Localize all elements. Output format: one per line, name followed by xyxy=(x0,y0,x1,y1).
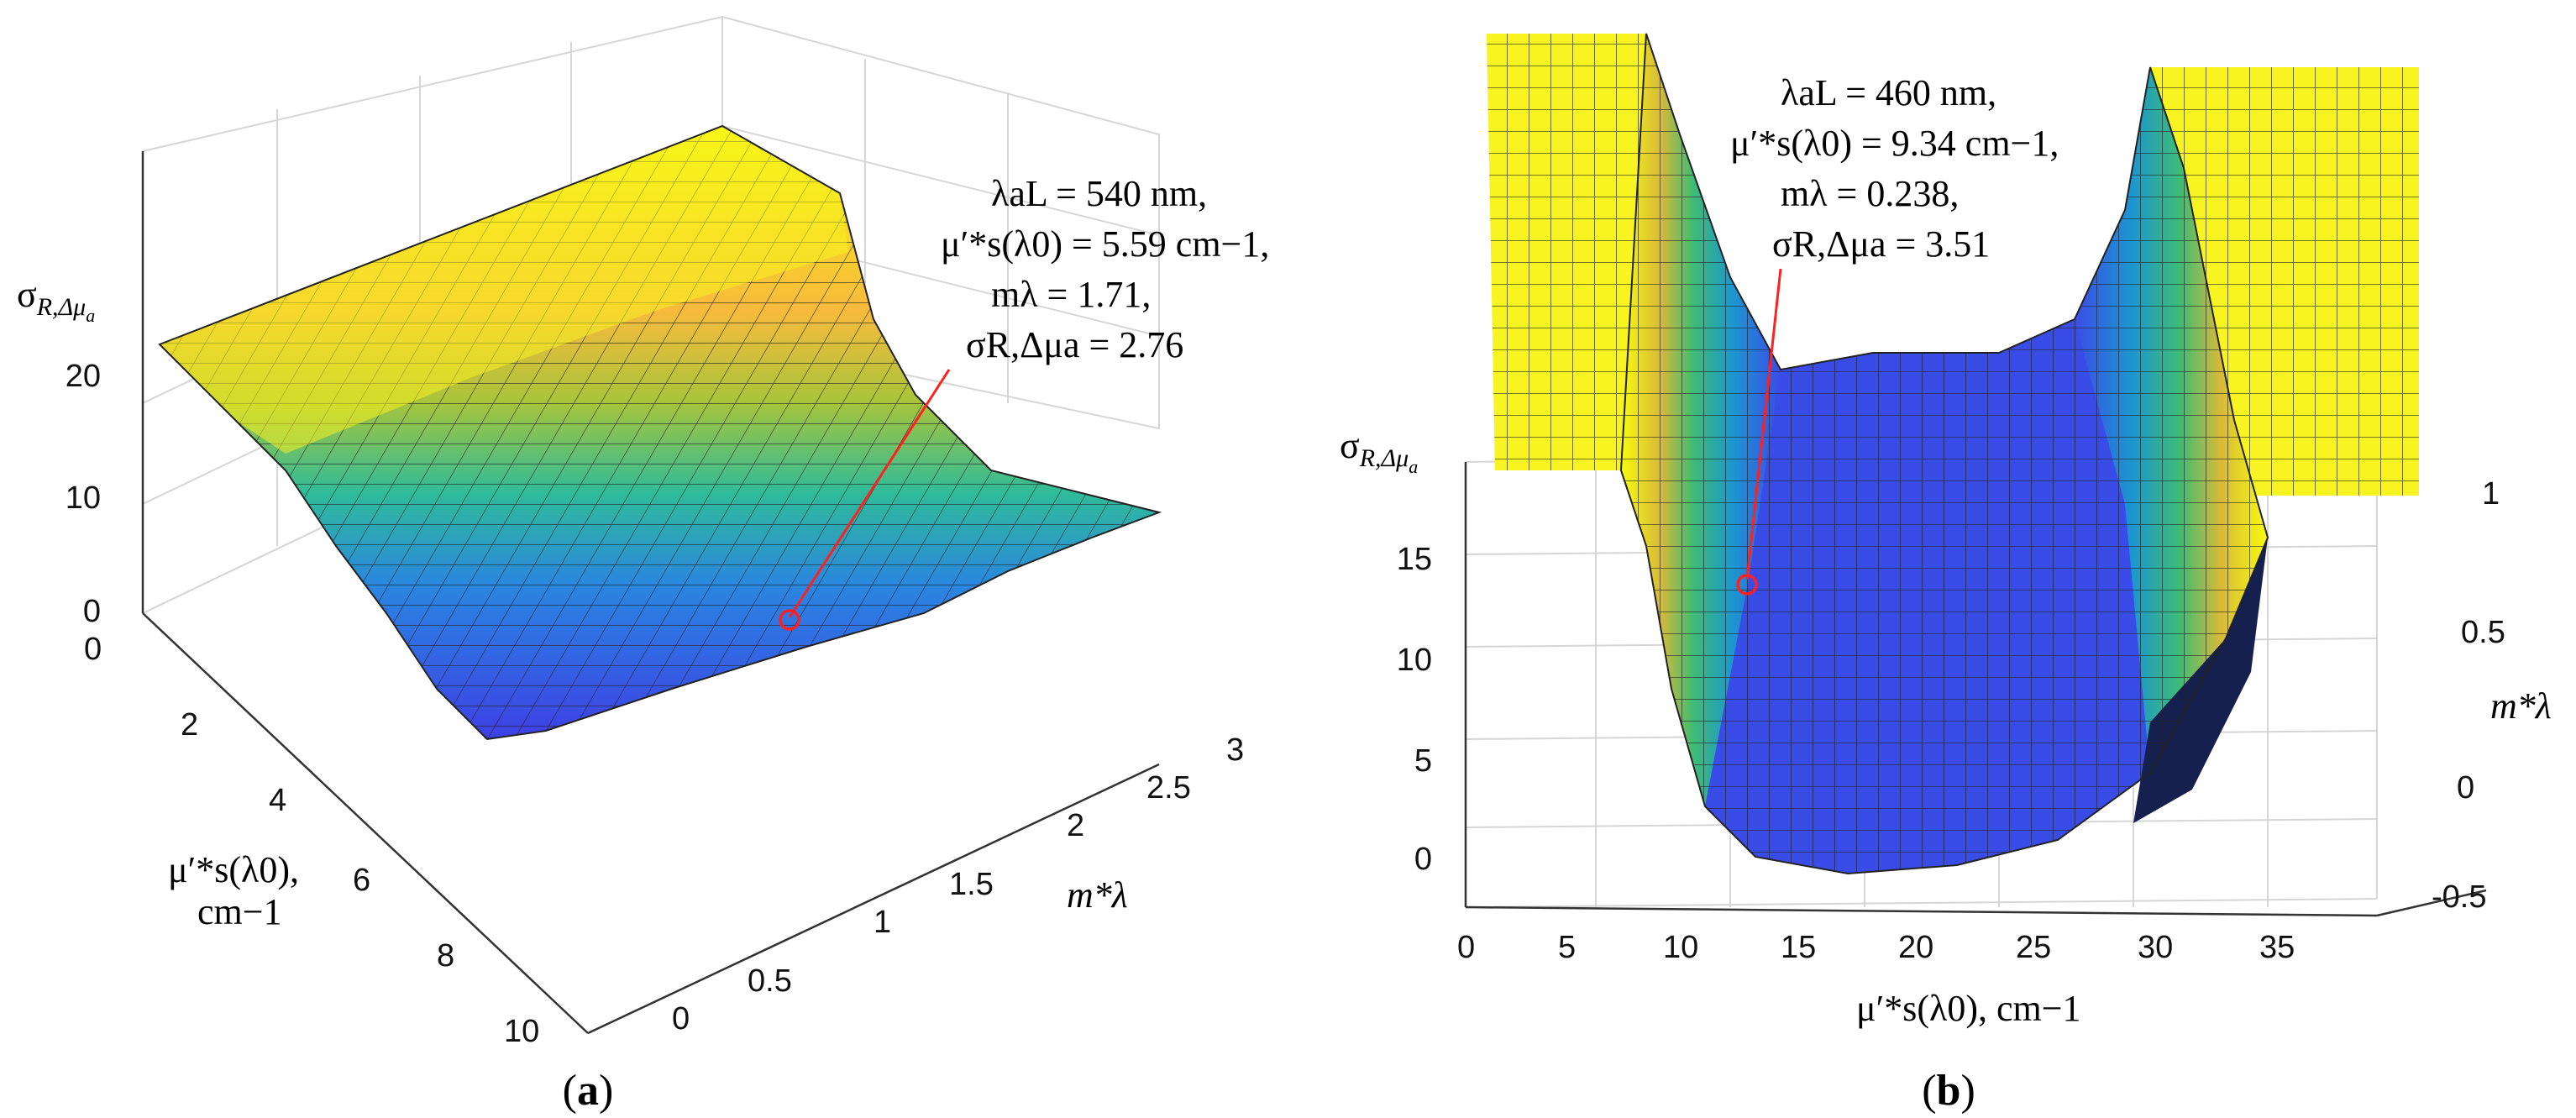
panel-b-xtick: 15 xyxy=(1781,930,1816,965)
panel-b-ytick: 0.5 xyxy=(2461,615,2505,650)
panel-a-xtick: 0 xyxy=(672,1001,690,1037)
panel-a-ytick: 4 xyxy=(269,783,286,818)
panel-b-ann-lambda: λaL = 460 nm, xyxy=(1781,72,1996,113)
panel-b-xtick: 5 xyxy=(1558,930,1576,965)
panel-b-y-ticks: -0.5 0 0.5 1 xyxy=(2432,476,2505,915)
panel-a-annotation: λaL = 540 nm, μ′*s(λ0) = 5.59 cm−1, mλ =… xyxy=(779,173,1269,631)
panel-a-xtick: 1 xyxy=(874,905,891,940)
panel-b-ztick: 10 xyxy=(1397,643,1432,678)
panel-a-xtick: 2.5 xyxy=(1146,770,1191,806)
panel-b-annotation: λaL = 460 nm, μ′*s(λ0) = 9.34 cm−1, mλ =… xyxy=(1730,72,2059,596)
panel-b-surface xyxy=(1619,33,2269,875)
panel-a-x-label: m*λ xyxy=(1067,874,1128,916)
panel-b: 0 5 10 15 σR,Δμa 0 5 10 15 20 25 30 35 μ… xyxy=(1340,33,2552,1115)
panel-a-ytick: 2 xyxy=(181,707,198,743)
panel-b-ytick: 0 xyxy=(2457,770,2474,806)
panel-b-xtick: 25 xyxy=(2016,930,2051,965)
panel-b-z-ticks: 0 5 10 15 xyxy=(1397,542,1432,877)
panel-a-z-label: σR,Δμa xyxy=(17,274,95,326)
panel-a-x-ticks: 0 0.5 1 1.5 2 2.5 3 xyxy=(672,732,1244,1037)
panel-b-y-label: m*λ xyxy=(2490,685,2552,727)
panel-a-xtick: 1.5 xyxy=(949,867,994,902)
panel-a-z-ticks: 0 10 20 xyxy=(66,359,101,629)
panel-a: 0 10 20 σR,Δμa 0 2 4 6 8 10 μ′*s(λ0), cm… xyxy=(17,15,1269,1115)
panel-a-ztick: 0 xyxy=(83,594,101,629)
panel-a-ann-mu: μ′*s(λ0) = 5.59 cm−1, xyxy=(941,223,1269,265)
panel-b-ztick: 15 xyxy=(1397,542,1432,577)
panel-a-ytick: 6 xyxy=(353,863,370,898)
panel-b-ztick: 5 xyxy=(1414,743,1432,779)
panel-b-x-ticks: 0 5 10 15 20 25 30 35 xyxy=(1457,930,2295,965)
panel-a-y-ticks: 0 2 4 6 8 10 xyxy=(84,632,539,1049)
panel-b-ann-m: mλ = 0.238, xyxy=(1781,173,1959,214)
panel-a-ztick: 20 xyxy=(66,359,101,394)
panel-a-xtick: 2 xyxy=(1067,808,1084,843)
panel-b-xtick: 10 xyxy=(1663,930,1698,965)
panel-b-z-label: σR,Δμa xyxy=(1340,425,1418,477)
panel-a-ann-lambda: λaL = 540 nm, xyxy=(991,173,1207,214)
panel-b-xtick: 20 xyxy=(1898,930,1933,965)
panel-a-ann-m: mλ = 1.71, xyxy=(991,274,1151,315)
panel-a-ytick: 8 xyxy=(437,938,454,974)
panel-b-axes xyxy=(1464,462,2487,917)
panel-b-ytick: 1 xyxy=(2482,476,2500,512)
panel-b-xtick: 35 xyxy=(2259,930,2295,965)
panel-b-caption: (b) xyxy=(1922,1067,1975,1115)
panel-b-ann-leader xyxy=(1745,268,1782,580)
panel-a-min-marker xyxy=(779,609,800,631)
panel-a-y-label-line2: cm−1 xyxy=(197,891,282,932)
panel-a-axes xyxy=(141,151,1160,1035)
panel-a-ztick: 10 xyxy=(66,480,101,516)
panel-a-surface xyxy=(158,124,1162,741)
panel-b-min-marker xyxy=(1736,574,1758,596)
panel-b-ann-mu: μ′*s(λ0) = 9.34 cm−1, xyxy=(1730,123,2059,164)
panel-a-ytick: 0 xyxy=(84,632,102,667)
panel-a-xtick: 3 xyxy=(1226,732,1244,768)
panel-a-ytick: 10 xyxy=(504,1014,539,1049)
panel-b-ann-sigma: σR,Δμa = 3.51 xyxy=(1772,223,1990,265)
panel-a-ann-sigma: σR,Δμa = 2.76 xyxy=(966,324,1183,365)
panel-a-xtick: 0.5 xyxy=(748,963,792,999)
panel-a-ann-leader xyxy=(788,369,951,618)
panel-b-ytick: -0.5 xyxy=(2432,879,2486,915)
panel-b-xtick: 30 xyxy=(2138,930,2173,965)
panel-b-xtick: 0 xyxy=(1457,930,1475,965)
panel-b-ztick: 0 xyxy=(1414,842,1432,877)
panel-b-x-label: μ′*s(λ0), cm−1 xyxy=(1856,988,2081,1029)
panel-a-y-label-line1: μ′*s(λ0), xyxy=(168,849,299,890)
panel-a-caption: (a) xyxy=(563,1067,614,1115)
